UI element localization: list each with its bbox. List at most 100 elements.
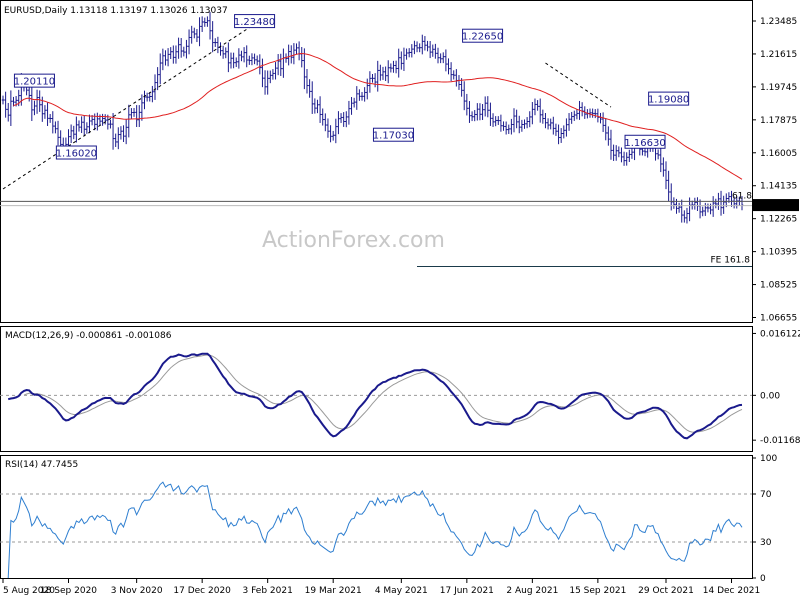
price-bar	[392, 60, 395, 73]
price-bar	[515, 109, 518, 129]
price-bar	[517, 115, 521, 134]
price-bar	[195, 29, 199, 43]
rsi-layer	[0, 481, 752, 579]
x-tick-label: 5 Aug 2020	[3, 586, 55, 596]
price-bar	[504, 121, 508, 135]
price-bar	[266, 70, 269, 95]
price-bar	[418, 43, 421, 53]
annotation-label: 1.19080	[648, 95, 689, 106]
price-bar	[114, 133, 117, 147]
price-bar	[85, 122, 89, 134]
price-bar	[33, 100, 36, 116]
price-bar	[457, 75, 461, 90]
price-bar	[502, 121, 505, 131]
price-bar	[491, 113, 495, 127]
price-bar	[1, 95, 5, 105]
price-bar	[371, 74, 374, 83]
price-bar	[672, 197, 676, 209]
x-tick-label: 17 Jun 2021	[440, 586, 494, 596]
macd-layer	[0, 352, 752, 440]
price-bar	[622, 151, 626, 166]
price-annotation: 1.19080	[648, 91, 689, 106]
price-bar	[219, 42, 222, 56]
price-bar	[101, 113, 104, 126]
moving-average-line	[13, 52, 743, 180]
price-bar	[227, 42, 230, 73]
price-bar	[263, 70, 267, 95]
price-bar	[300, 47, 304, 68]
price-y-tick-label: 1.08525	[760, 281, 797, 291]
x-tick-label: 19 Mar 2021	[305, 586, 362, 596]
price-bar	[376, 60, 380, 92]
rsi-y-tick-label: 30	[760, 538, 772, 548]
price-bar	[117, 127, 120, 150]
price-pane-frame	[0, 0, 753, 323]
price-bar	[80, 116, 83, 134]
price-bar	[452, 70, 456, 80]
price-bar	[444, 49, 448, 72]
price-bar	[413, 40, 416, 55]
price-bar	[119, 126, 123, 140]
price-bar	[476, 103, 479, 121]
price-bar	[43, 105, 47, 119]
rsi-y-tick-label: 70	[760, 490, 772, 500]
price-bar	[352, 97, 356, 108]
price-bar	[483, 96, 487, 117]
price-bar	[350, 97, 353, 115]
price-y-tick-label: 1.17875	[760, 116, 797, 126]
price-bar	[342, 112, 345, 127]
price-bar	[512, 108, 516, 133]
rsi-y-tick-label: 0	[760, 574, 766, 584]
price-bar	[90, 115, 94, 126]
price-bar	[724, 193, 728, 208]
annotation-box	[234, 14, 276, 29]
price-bar	[240, 50, 243, 62]
price-bar	[310, 81, 314, 114]
x-tick-label: 29 Oct 2021	[638, 586, 694, 596]
price-bar	[140, 94, 144, 121]
price-bar	[384, 66, 387, 82]
price-bar	[580, 102, 584, 117]
price-bar	[706, 203, 710, 213]
price-bar	[75, 116, 78, 143]
price-bar	[321, 108, 325, 126]
price-bar	[331, 130, 335, 141]
macd-line	[7, 352, 743, 440]
retracement-label: 61.8	[732, 191, 752, 201]
price-bar	[667, 170, 670, 202]
price-bar	[410, 44, 414, 58]
price-bar	[35, 89, 39, 114]
price-bar	[148, 92, 152, 102]
price-bar	[549, 118, 552, 130]
price-bar	[528, 111, 532, 128]
price-bar	[237, 48, 241, 69]
price-bar	[373, 73, 377, 88]
price-bar	[698, 199, 702, 219]
price-bar	[481, 104, 484, 120]
price-bar	[318, 96, 322, 123]
price-y-tick-label: 1.06655	[760, 314, 797, 324]
price-bar	[316, 99, 319, 114]
price-bar	[470, 111, 474, 122]
price-annotation: 1.22650	[462, 28, 503, 43]
macd-pane-frame	[0, 326, 753, 452]
price-bar	[685, 207, 689, 224]
price-bar	[402, 47, 406, 71]
price-bar	[591, 108, 594, 118]
price-bar	[701, 206, 704, 217]
price-bar	[544, 113, 547, 129]
price-bar	[601, 112, 605, 133]
price-bar	[656, 149, 660, 160]
price-bar	[552, 116, 555, 135]
price-bar	[468, 101, 471, 123]
annotation-label: 1.17030	[373, 131, 414, 142]
x-tick-label: 3 Nov 2020	[111, 586, 163, 596]
price-y-tick-label: 1.14135	[760, 182, 797, 192]
trendline	[545, 62, 612, 108]
price-bar	[122, 125, 125, 143]
price-bar	[109, 119, 112, 129]
price-bar	[9, 90, 13, 126]
price-bar	[313, 98, 317, 114]
price-bar	[719, 190, 723, 216]
price-bar	[166, 48, 170, 67]
